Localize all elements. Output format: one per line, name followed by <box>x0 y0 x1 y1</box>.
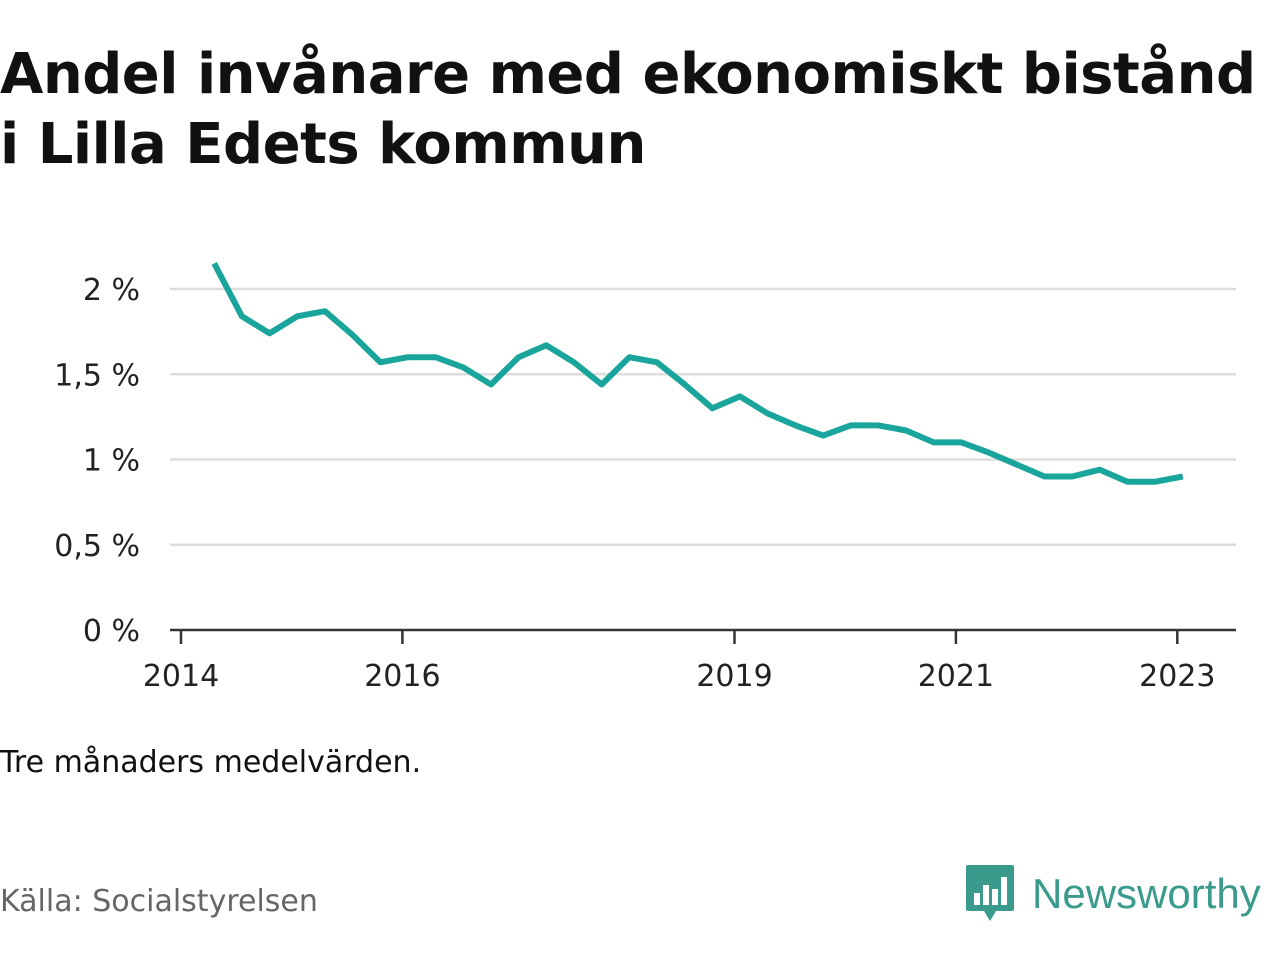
x-axis-labels: 2014 2016 2019 2021 2023 <box>143 659 1216 694</box>
x-axis <box>170 628 1236 644</box>
x-tick-label: 2021 <box>918 659 994 694</box>
series-layer <box>211 262 1184 485</box>
series-line <box>211 262 1184 485</box>
y-tick-label: 2 % <box>83 273 140 308</box>
grid-lines <box>170 287 1236 546</box>
y-tick-label: 1,5 % <box>54 358 140 393</box>
x-tick-label: 2019 <box>696 659 772 694</box>
y-tick-label: 0 % <box>83 614 140 649</box>
x-tick-label: 2023 <box>1139 659 1215 694</box>
brand-name: Newsworthy <box>1032 870 1261 917</box>
brand-logo[interactable]: Newsworthy <box>964 862 1261 926</box>
y-tick-label: 0,5 % <box>54 529 140 564</box>
x-tick-label: 2016 <box>364 659 440 694</box>
chart-note: Tre månaders medelvärden. <box>0 745 422 780</box>
y-axis-labels: 0 % 0,5 % 1 % 1,5 % 2 % <box>54 273 140 649</box>
newsworthy-logo-icon <box>966 865 1014 921</box>
line-chart: 0 % 0,5 % 1 % 1,5 % 2 % 2014 2016 2019 2021 2023 <box>54 262 1236 694</box>
chart-title: Andel invånare med ekonomiskt bistånd i … <box>0 42 1256 177</box>
x-tick-label: 2014 <box>143 659 219 694</box>
source-text: Källa: Socialstyrelsen <box>0 884 318 919</box>
y-tick-label: 1 % <box>83 444 140 479</box>
